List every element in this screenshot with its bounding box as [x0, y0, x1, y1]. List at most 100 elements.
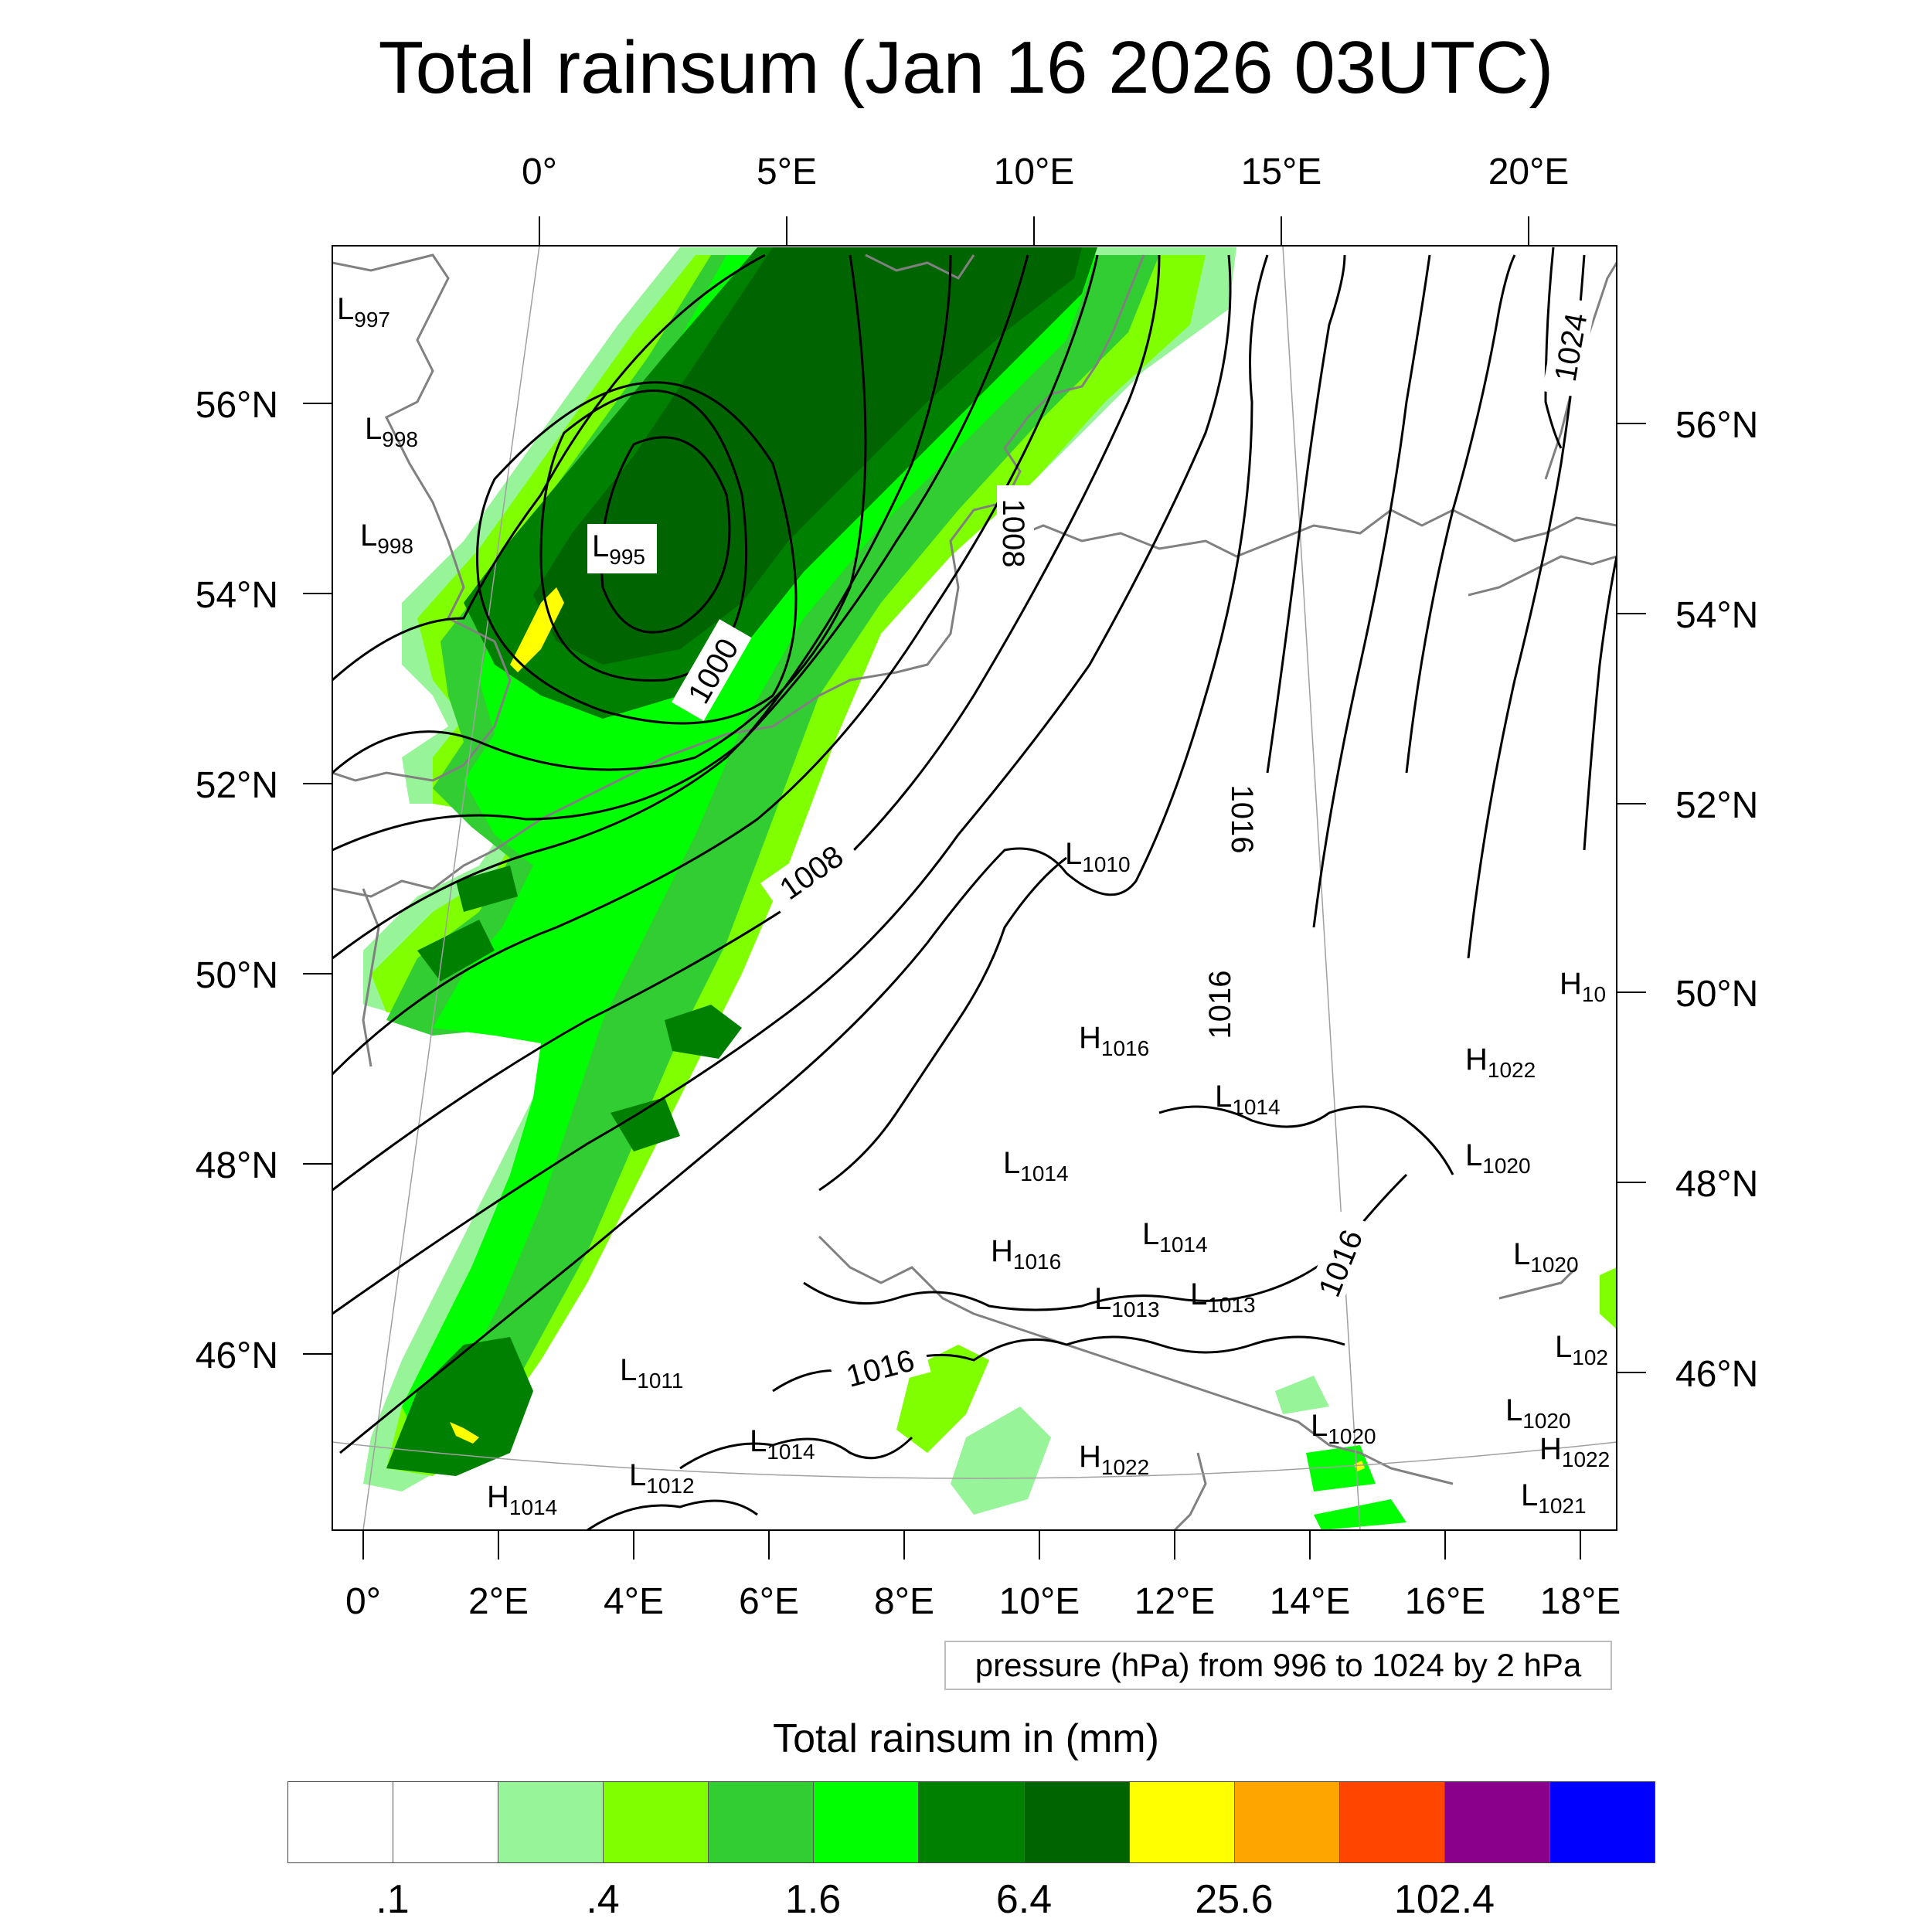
colorbar	[287, 1781, 1655, 1863]
map-title: Total rainsum (Jan 16 2026 03UTC)	[378, 26, 1554, 109]
pressure-label: H1016	[1079, 1021, 1149, 1060]
left-lat-label: 48°N	[196, 1145, 278, 1186]
bottom-lon-label: 4°E	[604, 1581, 664, 1622]
bottom-lon-label: 2°E	[468, 1581, 529, 1622]
map-border	[332, 245, 1617, 1531]
rain-area-green-blob-4	[456, 866, 518, 912]
pressure-label: L1014	[750, 1424, 815, 1464]
right-lat-label: 48°N	[1675, 1164, 1758, 1205]
colorbar-label: 102.4	[1393, 1877, 1495, 1922]
pressure-label: L1014	[1003, 1146, 1069, 1185]
pressure-label: L1013	[1190, 1277, 1256, 1317]
pressure-label: L1010	[1065, 837, 1131, 876]
colorbar-box	[1234, 1782, 1340, 1862]
left-lat-label: 56°N	[196, 385, 278, 426]
right-lat-label: 50°N	[1675, 974, 1758, 1015]
rain-area-green-blob-2	[611, 1097, 680, 1151]
pressure-note: pressure (hPa) from 996 to 1024 by 2 hPa	[944, 1641, 1612, 1690]
rain-area-far-east	[1600, 1267, 1617, 1329]
pressure-label: L1020	[1513, 1237, 1579, 1277]
contour-label: 1016	[1203, 971, 1237, 1039]
bottom-lon-label: 0°	[345, 1581, 381, 1622]
top-lon-label: 0°	[522, 151, 557, 192]
pressure-label: H10	[1560, 967, 1606, 1006]
pressure-label: L1020	[1465, 1138, 1531, 1178]
colorbar-title: Total rainsum in (mm)	[773, 1716, 1159, 1761]
pressure-label: L1021	[1521, 1478, 1587, 1518]
contour-label: 1016	[1225, 785, 1259, 854]
pressure-label: L1012	[629, 1458, 695, 1498]
pressure-label: L1014	[1215, 1080, 1281, 1119]
pressure-label: L1020	[1311, 1409, 1376, 1448]
left-lat-labels: 56°N 54°N 52°N 50°N 48°N 46°N	[196, 385, 278, 1376]
colorbar-box	[1549, 1782, 1655, 1862]
colorbar-box	[1129, 1782, 1235, 1862]
colorbar-label: 25.6	[1195, 1877, 1274, 1922]
right-lat-label: 52°N	[1675, 785, 1758, 826]
colorbar-label: .1	[376, 1877, 410, 1922]
colorbar-box	[498, 1782, 604, 1862]
bottom-lon-label: 14°E	[1270, 1581, 1351, 1622]
bottom-lon-labels: 0° 2°E 4°E 6°E 8°E 10°E 12°E 14°E 16°E 1…	[345, 1581, 1621, 1622]
right-lat-labels: 56°N 54°N 52°N 50°N 48°N 46°N	[1675, 405, 1758, 1395]
right-lat-label: 56°N	[1675, 405, 1758, 446]
rain-area-max-north	[510, 587, 564, 672]
bottom-lon-label: 8°E	[874, 1581, 934, 1622]
top-ticks	[539, 216, 1529, 246]
pressure-label-bg	[587, 524, 657, 573]
pressure-label: H1022	[1539, 1432, 1610, 1471]
pressure-label: L997	[337, 292, 390, 332]
pressure-label: H1022	[1079, 1440, 1149, 1479]
colorbar-box	[1444, 1782, 1550, 1862]
colorbar-box	[709, 1782, 815, 1862]
right-ticks	[1617, 423, 1646, 1373]
graticule	[332, 246, 1617, 1530]
pressure-label: L1011	[620, 1353, 683, 1393]
colorbar-box	[1024, 1782, 1130, 1862]
bottom-lon-label: 10°E	[999, 1581, 1080, 1622]
top-lon-label: 15°E	[1241, 151, 1322, 192]
rain-field	[363, 247, 1617, 1530]
colorbar-box	[814, 1782, 920, 1862]
right-lat-label: 54°N	[1675, 595, 1758, 636]
rain-area-east-strip	[1275, 1376, 1329, 1414]
pressure-label: L102	[1555, 1330, 1608, 1369]
colorbar-box	[393, 1782, 499, 1862]
colorbar-label: 6.4	[995, 1877, 1053, 1922]
bottom-lon-label: 6°E	[739, 1581, 799, 1622]
rain-area-adriatic-2	[1314, 1499, 1406, 1530]
rain-area-adriatic	[1306, 1445, 1376, 1492]
pressure-label: L998	[360, 519, 413, 558]
rain-area-green-blob-3	[417, 920, 495, 981]
left-lat-label: 46°N	[196, 1335, 278, 1376]
colorbar-label: 1.6	[784, 1877, 842, 1922]
pressure-label: L998	[365, 412, 418, 451]
top-lon-label: 5°E	[757, 151, 817, 192]
top-lon-labels: 0° 5°E 10°E 15°E 20°E	[522, 151, 1569, 192]
colorbar-box	[919, 1782, 1025, 1862]
coastlines	[332, 253, 1617, 1530]
rain-area-green-south	[386, 1337, 533, 1476]
top-lon-label: 10°E	[994, 151, 1075, 192]
top-lon-label: 20°E	[1488, 151, 1570, 192]
bottom-lon-label: 12°E	[1134, 1581, 1216, 1622]
left-ticks	[303, 403, 332, 1355]
rain-area-alps-south	[951, 1406, 1051, 1515]
bottom-lon-label: 16°E	[1405, 1581, 1486, 1622]
colorbar-label: .4	[586, 1877, 620, 1922]
left-lat-label: 54°N	[196, 575, 278, 616]
bottom-ticks	[362, 1530, 1581, 1560]
right-lat-label: 46°N	[1675, 1354, 1758, 1395]
colorbar-box	[604, 1782, 709, 1862]
pressure-label: H1014	[487, 1480, 557, 1519]
bottom-lon-label: 18°E	[1540, 1581, 1621, 1622]
rain-area-green-blob-1	[665, 1005, 742, 1059]
left-lat-label: 50°N	[196, 955, 278, 996]
pressure-label: L1013	[1094, 1282, 1160, 1321]
contour-label: 1008	[996, 499, 1030, 568]
pressure-label: H1016	[991, 1234, 1061, 1274]
rain-area-max-south	[450, 1422, 479, 1444]
left-lat-label: 52°N	[196, 765, 278, 806]
pressure-label: H1022	[1465, 1043, 1536, 1082]
